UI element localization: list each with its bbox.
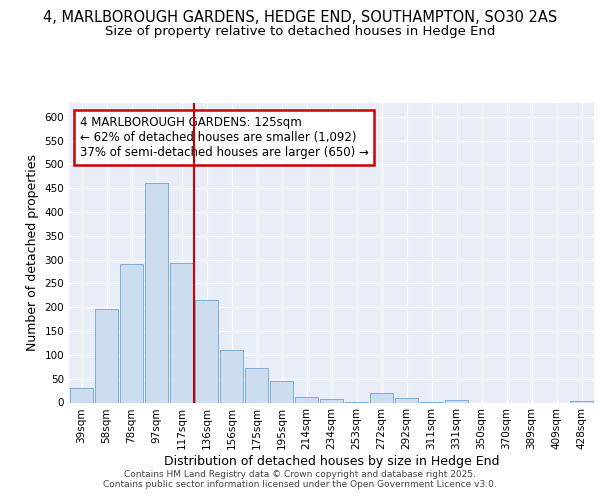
Bar bbox=[269, 380, 293, 402]
Bar bbox=[220, 350, 244, 403]
Bar bbox=[95, 308, 118, 402]
Text: 4, MARLBOROUGH GARDENS, HEDGE END, SOUTHAMPTON, SO30 2AS: 4, MARLBOROUGH GARDENS, HEDGE END, SOUTH… bbox=[43, 10, 557, 25]
Bar bbox=[70, 388, 94, 402]
Bar bbox=[320, 398, 343, 402]
Bar bbox=[245, 368, 268, 402]
Bar bbox=[445, 400, 469, 402]
Text: Size of property relative to detached houses in Hedge End: Size of property relative to detached ho… bbox=[105, 24, 495, 38]
Y-axis label: Number of detached properties: Number of detached properties bbox=[26, 154, 39, 351]
Bar bbox=[569, 400, 593, 402]
Bar bbox=[119, 264, 143, 402]
Text: 4 MARLBOROUGH GARDENS: 125sqm
← 62% of detached houses are smaller (1,092)
37% o: 4 MARLBOROUGH GARDENS: 125sqm ← 62% of d… bbox=[79, 116, 368, 159]
Bar bbox=[194, 300, 218, 402]
Bar bbox=[370, 393, 394, 402]
Bar bbox=[170, 263, 193, 402]
Bar bbox=[295, 397, 319, 402]
Text: Contains HM Land Registry data © Crown copyright and database right 2025.
Contai: Contains HM Land Registry data © Crown c… bbox=[103, 470, 497, 489]
X-axis label: Distribution of detached houses by size in Hedge End: Distribution of detached houses by size … bbox=[164, 455, 499, 468]
Bar bbox=[145, 182, 169, 402]
Bar bbox=[395, 398, 418, 402]
